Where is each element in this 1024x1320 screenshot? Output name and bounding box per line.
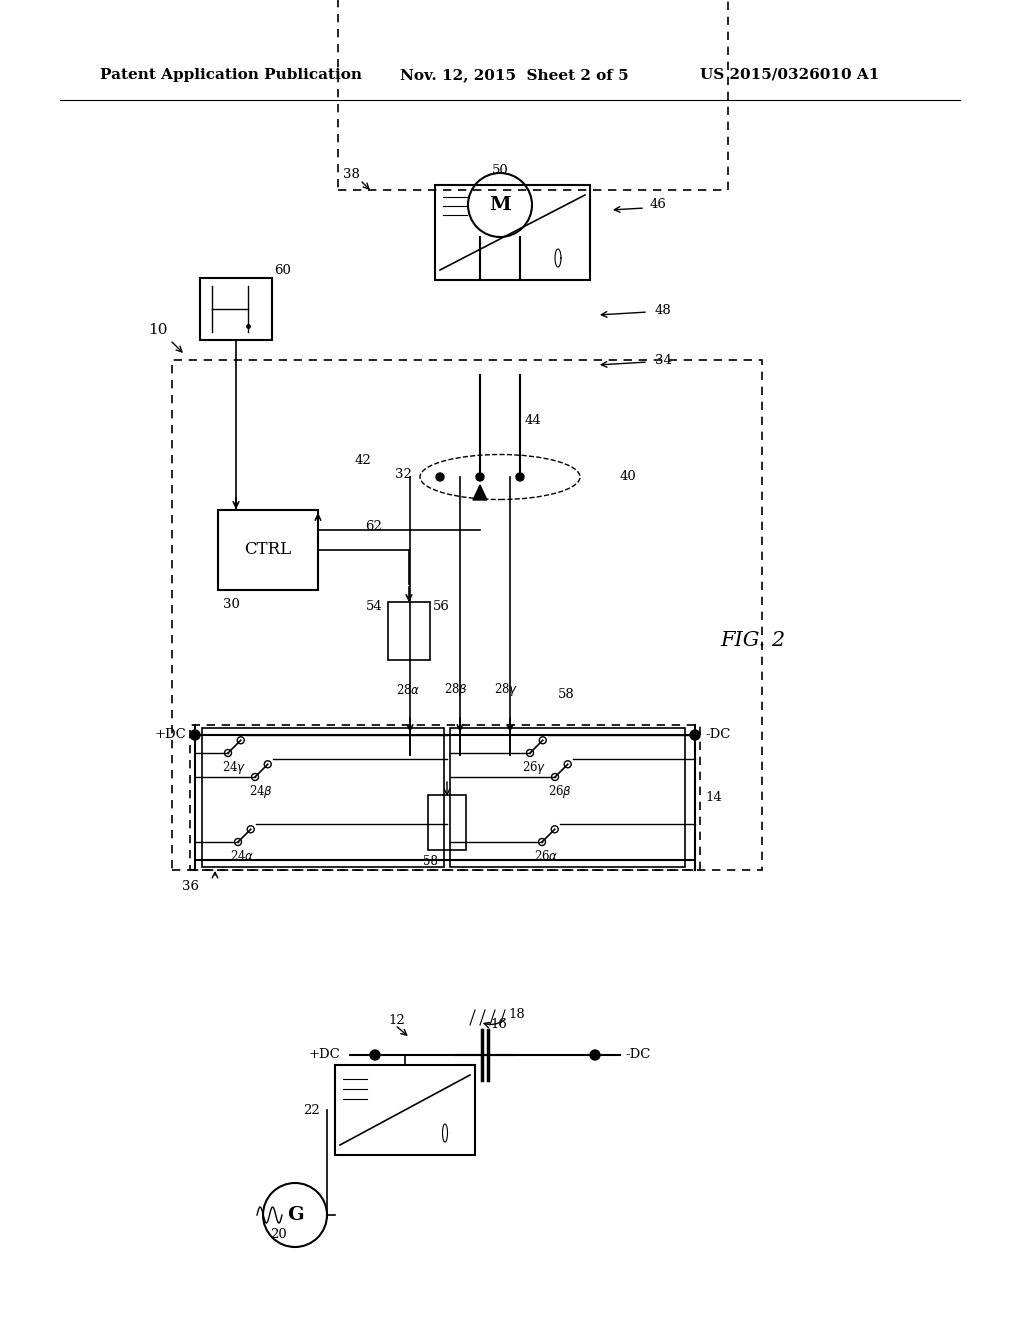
Bar (338, 0, 728, 190)
Bar (450, 729, 685, 867)
Bar (335, 1065, 475, 1155)
Text: 26$\gamma$: 26$\gamma$ (522, 759, 547, 776)
Text: 20: 20 (270, 1229, 287, 1242)
Text: 26$\beta$: 26$\beta$ (548, 783, 572, 800)
Text: 18: 18 (508, 1008, 524, 1022)
Text: 24$\gamma$: 24$\gamma$ (222, 759, 247, 776)
Text: -DC: -DC (705, 729, 730, 742)
Text: Patent Application Publication: Patent Application Publication (100, 69, 362, 82)
Text: M: M (489, 195, 511, 214)
Text: 44: 44 (525, 413, 542, 426)
Text: 28$\alpha$: 28$\alpha$ (396, 682, 421, 697)
Polygon shape (473, 484, 487, 500)
Text: 38: 38 (343, 169, 359, 181)
Circle shape (690, 730, 700, 741)
Text: 40: 40 (620, 470, 637, 483)
Circle shape (370, 1049, 380, 1060)
Text: 26$\alpha$: 26$\alpha$ (534, 849, 558, 863)
Bar (172, 360, 762, 870)
Text: +DC: +DC (155, 729, 186, 742)
Text: 30: 30 (223, 598, 240, 610)
Bar (435, 185, 590, 280)
Text: 28$\gamma$: 28$\gamma$ (494, 681, 518, 698)
Circle shape (590, 1049, 600, 1060)
Bar (428, 795, 466, 850)
Text: 34: 34 (655, 354, 672, 367)
Text: 24$\beta$: 24$\beta$ (249, 783, 273, 800)
Text: 48: 48 (655, 304, 672, 317)
Bar (202, 729, 444, 867)
Text: CTRL: CTRL (245, 541, 292, 558)
Text: 32: 32 (395, 469, 412, 482)
Bar (190, 725, 700, 870)
Text: 50: 50 (492, 164, 509, 177)
Text: -DC: -DC (625, 1048, 650, 1061)
Text: 42: 42 (355, 454, 372, 466)
Text: FIG. 2: FIG. 2 (720, 631, 785, 649)
Circle shape (190, 730, 200, 741)
Circle shape (476, 473, 484, 480)
Bar (218, 510, 318, 590)
Text: 58: 58 (423, 855, 438, 869)
Text: 24$\alpha$: 24$\alpha$ (230, 849, 255, 863)
Text: G: G (287, 1206, 303, 1224)
Text: 28$\beta$: 28$\beta$ (444, 681, 468, 698)
Text: +DC: +DC (308, 1048, 340, 1061)
Text: 36: 36 (182, 880, 199, 894)
Text: 14: 14 (705, 791, 722, 804)
Text: 58: 58 (558, 689, 574, 701)
Text: 46: 46 (650, 198, 667, 211)
Text: 16: 16 (490, 1019, 507, 1031)
Circle shape (436, 473, 444, 480)
Text: US 2015/0326010 A1: US 2015/0326010 A1 (700, 69, 880, 82)
Text: 22: 22 (303, 1104, 319, 1117)
Circle shape (516, 473, 524, 480)
Text: 54: 54 (366, 601, 383, 614)
Text: 10: 10 (148, 323, 168, 337)
Text: 60: 60 (274, 264, 291, 276)
Text: 12: 12 (388, 1014, 404, 1027)
Bar (200, 279, 272, 341)
Text: Nov. 12, 2015  Sheet 2 of 5: Nov. 12, 2015 Sheet 2 of 5 (400, 69, 629, 82)
Bar (388, 602, 430, 660)
Text: 62: 62 (365, 520, 382, 533)
Text: 56: 56 (433, 601, 450, 614)
